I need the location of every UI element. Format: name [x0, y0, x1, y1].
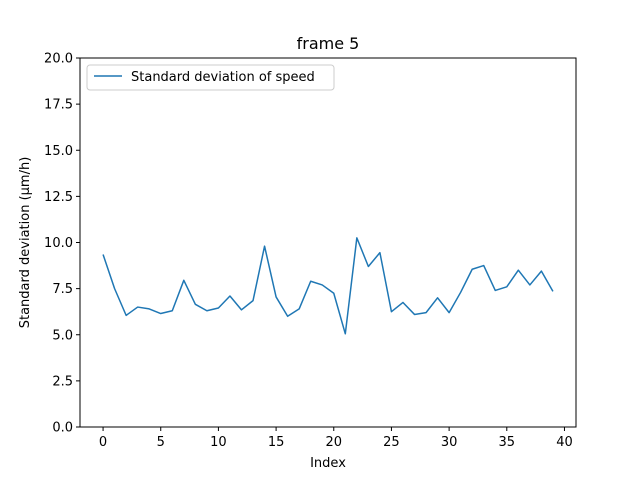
plot-area — [102, 237, 554, 335]
legend: Standard deviation of speed — [86, 64, 335, 91]
y-tick-label: 5.0 — [52, 328, 73, 343]
x-tick-label: 15 — [268, 435, 285, 450]
legend-box — [86, 64, 335, 91]
y-tick-label: 17.5 — [44, 98, 73, 113]
x-tick-label: 5 — [157, 435, 165, 450]
x-tick-label: 40 — [556, 435, 573, 450]
y-tick-label: 2.5 — [52, 374, 73, 389]
x-tick-label: 0 — [99, 435, 107, 450]
x-axis-label: Index — [310, 456, 346, 471]
x-tick-label: 10 — [210, 435, 227, 450]
y-axis-label: Standard deviation (μm/h) — [18, 157, 33, 329]
x-tick-label: 30 — [441, 435, 458, 450]
x-tick-label: 35 — [499, 435, 516, 450]
y-tick-label: 12.5 — [44, 190, 73, 205]
y-tick-label: 10.0 — [44, 236, 73, 251]
x-axis: 0 5 10 15 20 25 30 35 40 — [99, 427, 573, 450]
x-tick-label: 25 — [383, 435, 400, 450]
x-tick-label: 20 — [325, 435, 342, 450]
chart-title: frame 5 — [297, 34, 360, 53]
legend-label: Standard deviation of speed — [131, 70, 315, 85]
y-tick-label: 15.0 — [44, 144, 73, 159]
y-tick-label: 7.5 — [52, 282, 73, 297]
y-axis: 0.0 2.5 5.0 7.5 10.0 12.5 15.0 17.5 20.0 — [44, 52, 80, 436]
y-tick-label: 20.0 — [44, 52, 73, 67]
series-line — [102, 237, 554, 335]
y-tick-label: 0.0 — [52, 421, 73, 436]
